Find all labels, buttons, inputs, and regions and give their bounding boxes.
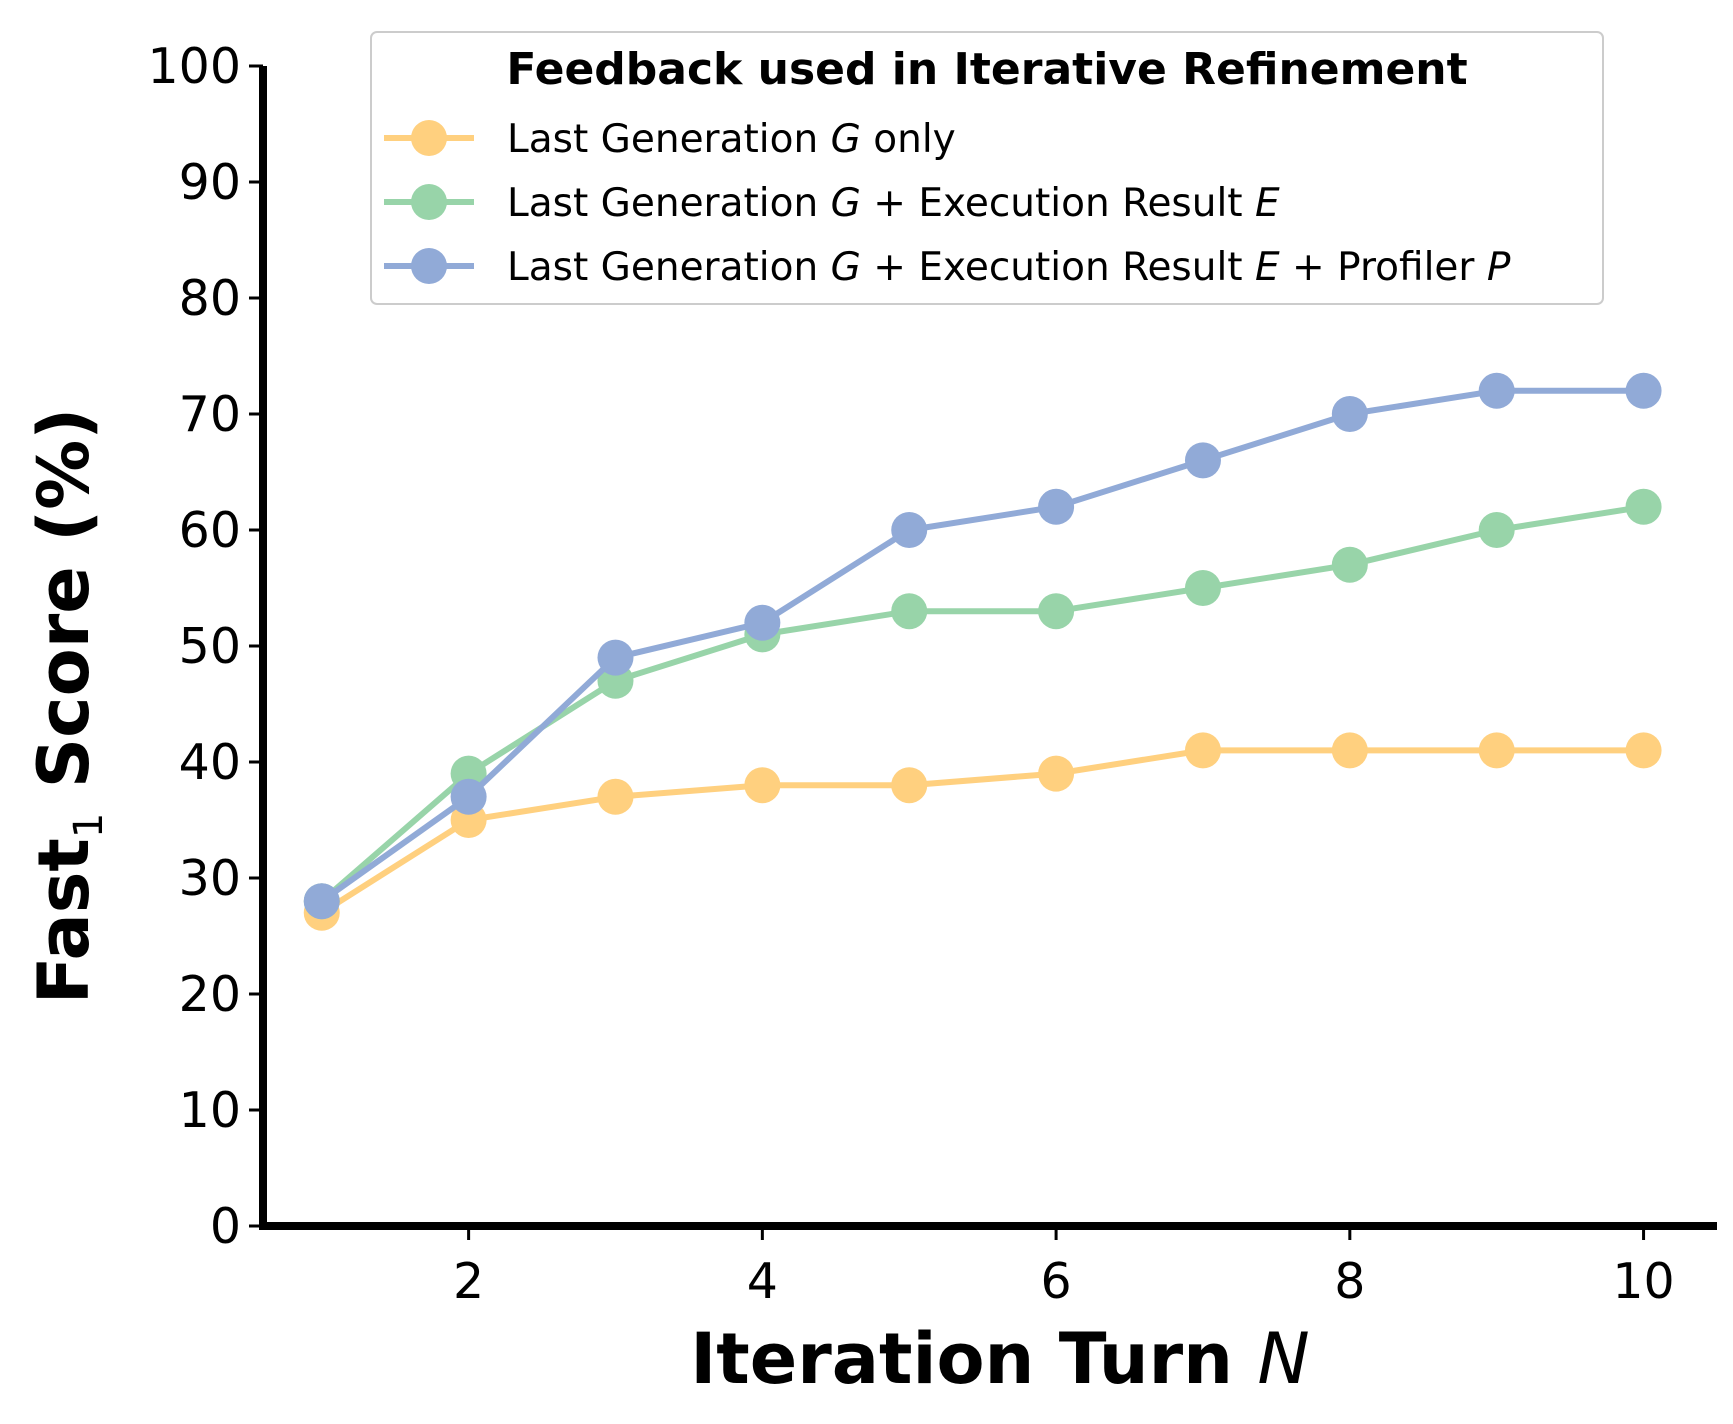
legend-label-part: E	[1255, 181, 1280, 226]
data-point	[1038, 488, 1075, 525]
data-point	[1184, 732, 1221, 769]
y-tick-label: 100	[147, 38, 241, 95]
data-point	[1184, 570, 1221, 606]
y-tick-label: 20	[179, 966, 241, 1023]
legend-label-part: only	[861, 117, 956, 162]
data-point	[1038, 755, 1075, 792]
data-point	[1331, 546, 1368, 583]
x-axis-title-var: N	[1257, 1318, 1309, 1400]
legend-label-part: Last Generation	[507, 117, 831, 162]
legend-label-part: Last Generation	[507, 245, 831, 290]
x-tick-label: 8	[1334, 1253, 1365, 1310]
y-axis-title-subscript: 1	[66, 813, 112, 838]
legend-item: Last Generation G + Execution Result E	[384, 181, 1280, 226]
data-point	[744, 604, 781, 641]
y-tick-label: 30	[179, 850, 241, 907]
y-axis-title: Fast1 Score (%)	[23, 408, 112, 1004]
data-point	[303, 883, 340, 920]
axis-titles: Iteration Turn N Fast1 Score (%)	[23, 408, 1310, 1400]
y-tick-label: 10	[179, 1082, 241, 1139]
data-point	[1478, 512, 1515, 548]
data-point	[1038, 593, 1075, 630]
legend-label: Last Generation G + Execution Result E	[507, 181, 1280, 226]
data-point	[1331, 732, 1368, 769]
x-axis-title-text: Iteration Turn	[690, 1318, 1257, 1400]
legend-label-part: Last Generation	[507, 181, 831, 226]
data-point	[1625, 488, 1662, 525]
data-point	[1331, 396, 1368, 432]
x-tick-label: 4	[747, 1253, 778, 1310]
data-point	[891, 767, 928, 804]
y-tick-label: 50	[179, 618, 241, 675]
x-axis-title: Iteration Turn N	[690, 1318, 1309, 1400]
series-line	[319, 387, 1644, 904]
legend: Feedback used in Iterative Refinement Las…	[370, 31, 1604, 305]
data-point	[744, 767, 781, 804]
legend-label-part: G	[831, 181, 861, 226]
data-point	[891, 593, 928, 630]
legend-label-part: + Execution Result	[861, 181, 1255, 226]
y-tick-label: 40	[179, 734, 241, 791]
data-point	[1478, 732, 1515, 769]
x-tick-label: 10	[1612, 1253, 1674, 1310]
x-tick-label: 2	[453, 1253, 484, 1310]
legend-title: Feedback used in Iterative Refinement	[506, 44, 1467, 95]
axes: 0 10 20 30 40 50 60 70 80 90 100 2 4 6 8 10	[147, 38, 1717, 1310]
y-tick-label: 80	[179, 270, 241, 327]
series-1	[303, 732, 1662, 931]
y-tick-label: 60	[179, 502, 241, 559]
y-tick-label: 90	[179, 154, 241, 211]
series-line	[319, 503, 1645, 904]
y-tick-label: 0	[210, 1198, 241, 1255]
data-point	[1184, 442, 1221, 479]
legend-marker	[411, 184, 447, 220]
legend-marker	[411, 248, 447, 284]
legend-label-part: P	[1487, 245, 1511, 290]
legend-label-part: E	[1255, 245, 1280, 290]
data-point	[597, 639, 634, 676]
legend-label: Last Generation G only	[507, 117, 956, 162]
data-point	[450, 778, 487, 815]
series-line	[320, 747, 1644, 916]
y-axis-title-prefix: Fast	[23, 838, 105, 1004]
legend-item: Last Generation G only	[384, 117, 956, 162]
data-point	[891, 512, 928, 548]
data-point	[1625, 732, 1662, 769]
x-tick-label: 6	[1040, 1253, 1071, 1310]
y-axis-title-suffix: Score (%)	[23, 408, 105, 813]
legend-label-part: G	[831, 117, 861, 162]
legend-label-part: G	[831, 245, 861, 290]
series-3	[303, 372, 1662, 920]
y-tick-label: 70	[179, 386, 241, 443]
series-layer	[303, 372, 1662, 931]
data-point	[597, 778, 634, 815]
data-point	[1625, 372, 1662, 409]
data-point	[1478, 372, 1515, 409]
legend-label: Last Generation G + Execution Result E +…	[507, 245, 1511, 290]
legend-item: Last Generation G + Execution Result E +…	[384, 245, 1511, 290]
legend-marker	[411, 120, 447, 156]
legend-label-part: + Execution Result	[861, 245, 1255, 290]
series-2	[303, 488, 1662, 920]
legend-label-part: + Profiler	[1280, 245, 1487, 290]
legend-box	[370, 31, 1604, 305]
